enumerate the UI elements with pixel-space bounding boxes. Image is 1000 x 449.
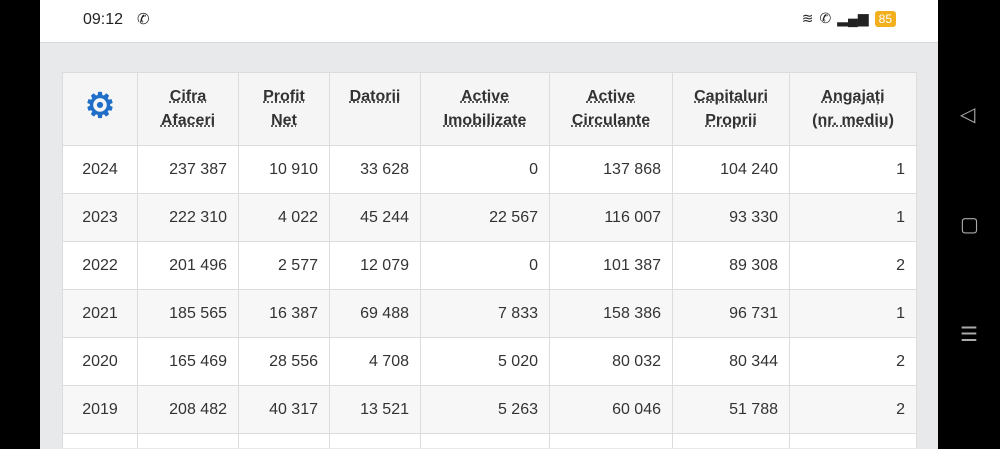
top-card [40, 40, 938, 43]
column-header[interactable]: Profit Net [238, 72, 330, 146]
table-cell: 2020 [62, 337, 138, 386]
table-cell: 4 022 [238, 193, 330, 242]
table-cell: 0 [420, 241, 550, 290]
table-cell: 2 577 [238, 241, 330, 290]
header-line1[interactable]: Angajați [821, 88, 885, 105]
table-cell: 45 244 [329, 193, 421, 242]
table-cell: 33 628 [329, 145, 421, 194]
table-cell [420, 433, 550, 448]
table-cell: 222 310 [137, 193, 239, 242]
header-line1[interactable]: Datorii [349, 88, 401, 105]
settings-header[interactable]: ⚙ [62, 72, 138, 146]
table-cell: 165 469 [137, 337, 239, 386]
table-cell: 137 868 [549, 145, 673, 194]
status-bar: 09:12 ✆ ≋ ✆ ▂▄▆ 85 [40, 0, 938, 40]
recents-icon[interactable]: ☰ [960, 324, 978, 346]
back-icon[interactable]: ◁ [960, 104, 976, 126]
battery-icon: 85 [874, 10, 896, 27]
header-line2[interactable]: (nr. mediu) [812, 112, 894, 129]
table-cell: 4 708 [329, 337, 421, 386]
table-row: 2023 222 310 4 022 45 244 22 567 116 007 93 33… [62, 193, 917, 242]
column-header[interactable]: Cifra Afaceri [137, 72, 239, 146]
column-header[interactable]: Active Imobilizate [420, 72, 550, 146]
table-row: 2022 201 496 2 577 12 079 0 101 387 89 308 2 [62, 241, 917, 290]
table-cell: 2 [789, 241, 917, 290]
table-cell: 60 046 [549, 385, 673, 434]
table-cell: 116 007 [549, 193, 673, 242]
table-cell: 2024 [62, 145, 138, 194]
table-cell [238, 433, 330, 448]
header-line1[interactable]: Active [460, 88, 510, 105]
table-cell: 2 [789, 337, 917, 386]
table-cell: 185 565 [137, 289, 239, 338]
home-icon[interactable]: ▢ [960, 214, 979, 236]
table-cell: 0 [420, 145, 550, 194]
column-header[interactable]: Active Circulante [549, 72, 673, 146]
phone-screen: 09:12 ✆ ≋ ✆ ▂▄▆ 85 ⚙ Cifra Afaceri Profit N… [40, 0, 938, 449]
column-header[interactable]: Angajați (nr. mediu) [789, 72, 917, 146]
signal-icon: ▂▄▆ [837, 10, 869, 26]
table-cell: 2022 [62, 241, 138, 290]
table-cell: 22 567 [420, 193, 550, 242]
table-cell [549, 433, 673, 448]
clock: 09:12 [83, 11, 124, 28]
table-cell: 2019 [62, 385, 138, 434]
table-cell: 2 [789, 385, 917, 434]
table-cell: 1 [789, 289, 917, 338]
table-cell: 28 556 [238, 337, 330, 386]
header-line2[interactable]: Proprii [705, 112, 757, 129]
table-cell: 13 521 [329, 385, 421, 434]
header-line2[interactable]: Net [271, 112, 297, 129]
column-header[interactable]: Datorii [329, 72, 421, 146]
call-wifi-icon: ✆ [819, 10, 832, 26]
table-cell [789, 433, 917, 448]
table-cell [137, 433, 239, 448]
column-header[interactable]: Capitaluri Proprii [672, 72, 790, 146]
table-cell: 40 317 [238, 385, 330, 434]
table-cell: 158 386 [549, 289, 673, 338]
table-cell: 5 020 [420, 337, 550, 386]
table-cell: 80 344 [672, 337, 790, 386]
table-cell [329, 433, 421, 448]
table-cell: 1 [789, 145, 917, 194]
header-line2[interactable]: Afaceri [160, 112, 216, 129]
table-row: 2021 185 565 16 387 69 488 7 833 158 386 96 73… [62, 289, 917, 338]
header-line1[interactable]: Capitaluri [694, 88, 768, 105]
table-row: 2020 165 469 28 556 4 708 5 020 80 032 80 344 2 [62, 337, 917, 386]
header-line1[interactable]: Cifra [169, 88, 207, 105]
financial-table: ⚙ Cifra Afaceri Profit Net Datorii Active Imob… [62, 72, 917, 448]
wifi-icon: ≋ [801, 10, 814, 26]
table-cell: 89 308 [672, 241, 790, 290]
table-cell: 237 387 [137, 145, 239, 194]
table-cell: 2021 [62, 289, 138, 338]
table-row-cutoff [62, 433, 917, 448]
table-cell: 93 330 [672, 193, 790, 242]
table-cell: 80 032 [549, 337, 673, 386]
table-cell: 5 263 [420, 385, 550, 434]
gear-icon[interactable]: ⚙ [84, 86, 116, 125]
table-cell [62, 433, 138, 448]
header-line1[interactable]: Active [586, 88, 636, 105]
header-line2[interactable]: Imobilizate [443, 112, 527, 129]
table-cell: 201 496 [137, 241, 239, 290]
call-icon: ✆ [137, 11, 150, 28]
table-cell: 208 482 [137, 385, 239, 434]
navigation-bar: ◁ ▢ ☰ [938, 0, 1000, 449]
table-row: 2024 237 387 10 910 33 628 0 137 868 104 240 1 [62, 145, 917, 194]
table-cell: 16 387 [238, 289, 330, 338]
table-cell: 96 731 [672, 289, 790, 338]
table-cell: 7 833 [420, 289, 550, 338]
table-cell: 1 [789, 193, 917, 242]
table-cell: 2023 [62, 193, 138, 242]
table-cell [672, 433, 790, 448]
header-line2[interactable]: Circulante [571, 112, 651, 129]
table-cell: 51 788 [672, 385, 790, 434]
table-cell: 12 079 [329, 241, 421, 290]
table-cell: 101 387 [549, 241, 673, 290]
table-row: 2019 208 482 40 317 13 521 5 263 60 046 51 788… [62, 385, 917, 434]
table-cell: 10 910 [238, 145, 330, 194]
table-cell: 104 240 [672, 145, 790, 194]
table-cell: 69 488 [329, 289, 421, 338]
header-line1[interactable]: Profit [263, 88, 305, 105]
